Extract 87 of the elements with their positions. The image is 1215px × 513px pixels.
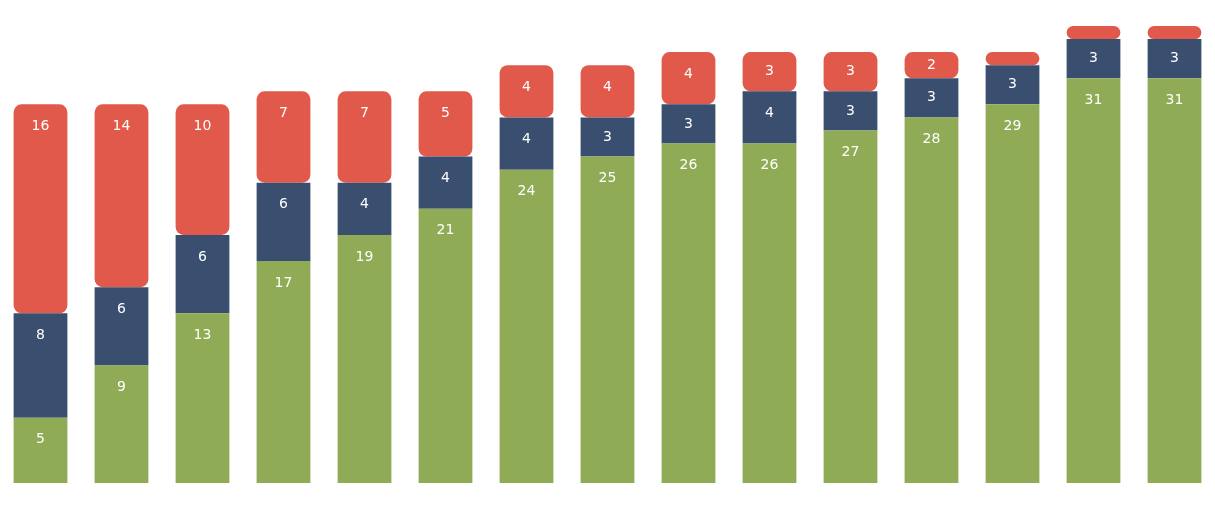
data-label: 3	[927, 88, 936, 105]
bar	[13, 104, 68, 314]
data-label: 9	[117, 378, 126, 395]
data-label: 31	[1084, 90, 1103, 107]
bar	[94, 365, 149, 483]
bar	[1147, 26, 1202, 40]
data-label: 7	[360, 103, 369, 120]
bar	[904, 78, 959, 118]
bar	[661, 143, 716, 483]
data-label: 3	[1008, 75, 1017, 92]
data-label: 5	[36, 430, 45, 447]
bar	[256, 182, 311, 262]
bar	[823, 130, 878, 483]
data-label: 26	[760, 156, 779, 173]
bar	[823, 52, 878, 92]
bar	[256, 261, 311, 483]
bar	[823, 91, 878, 131]
data-label: 4	[441, 169, 451, 186]
bar	[1066, 39, 1121, 79]
data-label: 3	[684, 114, 693, 131]
data-label: 3	[1170, 49, 1179, 66]
data-label: 4	[603, 77, 613, 94]
bar	[418, 208, 473, 483]
data-label: 29	[1003, 116, 1022, 133]
data-label: 4	[522, 77, 532, 94]
data-label: 16	[31, 116, 50, 133]
bar	[742, 52, 797, 92]
bar	[1066, 78, 1121, 483]
data-label: 2	[927, 55, 936, 72]
bar	[985, 52, 1040, 66]
data-label: 4	[684, 64, 694, 81]
data-label: 31	[1165, 90, 1184, 107]
data-label: 3	[846, 101, 855, 118]
data-label: 26	[679, 156, 698, 173]
bar	[13, 313, 68, 418]
data-label: 7	[279, 103, 288, 120]
data-label: 3	[846, 62, 855, 79]
bar	[175, 104, 230, 235]
data-label: 24	[517, 182, 536, 199]
bar	[499, 117, 554, 170]
data-label: 25	[598, 169, 617, 186]
bar	[94, 104, 149, 288]
data-label: 4	[765, 103, 775, 120]
bar	[580, 117, 635, 157]
bar	[904, 52, 959, 79]
bar	[175, 234, 230, 314]
data-label: 3	[1089, 49, 1098, 66]
data-label: 6	[198, 247, 208, 264]
bar	[499, 65, 554, 118]
bar	[742, 91, 797, 144]
bar	[337, 91, 392, 183]
bar	[94, 287, 149, 366]
bar	[256, 91, 311, 183]
bar	[580, 156, 635, 483]
bar	[904, 117, 959, 483]
data-label: 21	[436, 221, 455, 238]
bar	[985, 104, 1040, 483]
bar	[985, 65, 1040, 105]
bar	[337, 234, 392, 483]
data-label: 3	[603, 127, 612, 144]
data-label: 4	[360, 195, 370, 212]
data-label: 3	[765, 62, 774, 79]
data-label: 14	[112, 116, 131, 133]
bar	[499, 169, 554, 483]
bar	[1066, 26, 1121, 40]
bar	[337, 182, 392, 235]
data-label: 17	[274, 273, 293, 290]
data-label: 5	[441, 103, 450, 120]
bar	[742, 143, 797, 483]
data-label: 4	[522, 130, 532, 147]
bar	[661, 104, 716, 144]
data-label: 6	[279, 195, 289, 212]
data-label: 8	[36, 325, 45, 342]
bar	[418, 91, 473, 157]
data-label: 6	[117, 299, 127, 316]
data-label: 28	[922, 130, 941, 147]
bar	[175, 313, 230, 483]
data-label: 27	[841, 143, 860, 160]
bar	[580, 65, 635, 118]
bar	[661, 52, 716, 105]
data-label: 19	[355, 247, 374, 264]
bar	[418, 156, 473, 209]
bar	[1147, 39, 1202, 79]
data-label: 10	[193, 116, 212, 133]
bar	[1147, 78, 1202, 483]
bar	[13, 417, 68, 483]
data-label: 13	[193, 325, 212, 342]
